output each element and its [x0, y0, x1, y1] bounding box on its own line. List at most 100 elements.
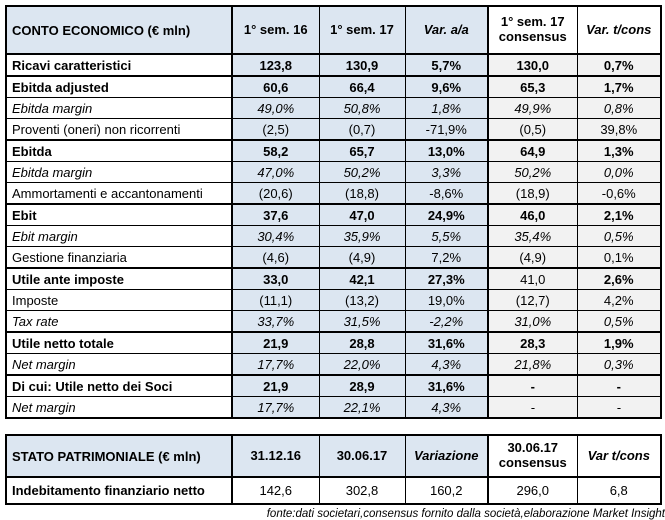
cell-value: - — [576, 374, 662, 397]
table-row: Indebitamento finanziario netto 142,6 302,… — [5, 476, 662, 505]
table-row: Ricavi caratteristici 123,8 130,9 5,7% 130,0… — [5, 53, 662, 77]
balance-sheet-table: STATO PATRIMONIALE (€ mln) 31.12.16 30.06… — [5, 434, 662, 505]
cell-value: 4,3% — [404, 396, 489, 419]
column-header: Var t/cons — [576, 434, 662, 478]
column-header: 1° sem. 16 — [231, 5, 320, 55]
column-header: 1° sem. 17 — [318, 5, 406, 55]
column-header: Var. t/cons — [576, 5, 662, 55]
cell-value: (13,2) — [318, 289, 406, 311]
cell-value: (20,6) — [231, 182, 320, 205]
cell-value: 58,2 — [231, 139, 320, 162]
cell-value: 65,7 — [318, 139, 406, 162]
row-label: Ebit — [5, 203, 233, 226]
cell-value: 31,6% — [404, 374, 489, 397]
table-row: Ebit margin 30,4% 35,9% 5,5% 35,4% 0,5% — [5, 225, 662, 247]
table-row: Utile ante imposte 33,0 42,1 27,3% 41,0 2,6% — [5, 267, 662, 290]
cell-value: 21,8% — [487, 353, 578, 376]
cell-value: 2,6% — [576, 267, 662, 290]
cell-value: 35,9% — [318, 225, 406, 247]
cell-value: -71,9% — [404, 118, 489, 141]
table-row: Ebitda margin 49,0% 50,8% 1,8% 49,9% 0,8% — [5, 97, 662, 119]
income-header-row: CONTO ECONOMICO (€ mln) 1° sem. 16 1° sem… — [5, 5, 662, 55]
cell-value: (0,7) — [318, 118, 406, 141]
row-label: Imposte — [5, 289, 233, 311]
cell-value: 21,9 — [231, 331, 320, 354]
cell-value: 35,4% — [487, 225, 578, 247]
row-label: Ebitda — [5, 139, 233, 162]
cell-value: 66,4 — [318, 75, 406, 98]
table-row: Ebitda margin 47,0% 50,2% 3,3% 50,2% 0,0% — [5, 161, 662, 183]
cell-value: 0,5% — [576, 310, 662, 333]
column-header: Var. a/a — [404, 5, 489, 55]
cell-value: 27,3% — [404, 267, 489, 290]
cell-value: 33,0 — [231, 267, 320, 290]
table-row: Di cui: Utile netto dei Soci 21,9 28,9 31,6… — [5, 374, 662, 397]
cell-value: 5,5% — [404, 225, 489, 247]
cell-value: 9,6% — [404, 75, 489, 98]
row-label: Utile ante imposte — [5, 267, 233, 290]
table-row: Ebitda 58,2 65,7 13,0% 64,9 1,3% — [5, 139, 662, 162]
cell-value: 50,2% — [487, 161, 578, 183]
cell-value: 142,6 — [231, 476, 320, 505]
cell-value: 5,7% — [404, 53, 489, 77]
balance-table-title: STATO PATRIMONIALE (€ mln) — [5, 434, 233, 478]
row-label: Gestione finanziaria — [5, 246, 233, 269]
row-label: Net margin — [5, 396, 233, 419]
balance-header-row: STATO PATRIMONIALE (€ mln) 31.12.16 30.06… — [5, 434, 662, 478]
cell-value: 64,9 — [487, 139, 578, 162]
table-row: Ebit 37,6 47,0 24,9% 46,0 2,1% — [5, 203, 662, 226]
cell-value: 123,8 — [231, 53, 320, 77]
row-label: Ebit margin — [5, 225, 233, 247]
table-row: Ebitda adjusted 60,6 66,4 9,6% 65,3 1,7% — [5, 75, 662, 98]
cell-value: 60,6 — [231, 75, 320, 98]
table-row: Net margin 17,7% 22,0% 4,3% 21,8% 0,3% — [5, 353, 662, 376]
cell-value: (4,6) — [231, 246, 320, 269]
cell-value: 46,0 — [487, 203, 578, 226]
cell-value: 4,3% — [404, 353, 489, 376]
cell-value: 0,5% — [576, 225, 662, 247]
table-row: Ammortamenti e accantonamenti (20,6) (18,8… — [5, 182, 662, 205]
column-header: Variazione — [404, 434, 489, 478]
row-label: Proventi (oneri) non ricorrenti — [5, 118, 233, 141]
income-table-title: CONTO ECONOMICO (€ mln) — [5, 5, 233, 55]
row-label: Ammortamenti e accantonamenti — [5, 182, 233, 205]
cell-value: 17,7% — [231, 396, 320, 419]
cell-value: (4,9) — [487, 246, 578, 269]
cell-value: 24,9% — [404, 203, 489, 226]
cell-value: 41,0 — [487, 267, 578, 290]
cell-value: 0,8% — [576, 97, 662, 119]
cell-value: 296,0 — [487, 476, 578, 505]
cell-value: 0,3% — [576, 353, 662, 376]
cell-value: 160,2 — [404, 476, 489, 505]
cell-value: 49,9% — [487, 97, 578, 119]
source-note: fonte:dati societari,consensus fornito d… — [266, 508, 665, 520]
cell-value: - — [487, 374, 578, 397]
column-header: 30.06.17 consensus — [487, 434, 578, 478]
cell-value: 33,7% — [231, 310, 320, 333]
cell-value: (0,5) — [487, 118, 578, 141]
cell-value: (11,1) — [231, 289, 320, 311]
cell-value: 47,0 — [318, 203, 406, 226]
row-label: Utile netto totale — [5, 331, 233, 354]
cell-value: - — [576, 396, 662, 419]
cell-value: 17,7% — [231, 353, 320, 376]
cell-value: 28,8 — [318, 331, 406, 354]
row-label: Ricavi caratteristici — [5, 53, 233, 77]
table-row: Proventi (oneri) non ricorrenti (2,5) (0,7… — [5, 118, 662, 141]
cell-value: 42,1 — [318, 267, 406, 290]
cell-value: 130,9 — [318, 53, 406, 77]
cell-value: 21,9 — [231, 374, 320, 397]
table-gap — [5, 419, 660, 434]
cell-value: 19,0% — [404, 289, 489, 311]
table-row: Net margin 17,7% 22,1% 4,3% - - — [5, 396, 662, 419]
cell-value: 302,8 — [318, 476, 406, 505]
cell-value: (4,9) — [318, 246, 406, 269]
cell-value: 31,0% — [487, 310, 578, 333]
cell-value: 2,1% — [576, 203, 662, 226]
cell-value: 1,3% — [576, 139, 662, 162]
cell-value: 0,0% — [576, 161, 662, 183]
table-row: Imposte (11,1) (13,2) 19,0% (12,7) 4,2% — [5, 289, 662, 311]
cell-value: 6,8 — [576, 476, 662, 505]
cell-value: -8,6% — [404, 182, 489, 205]
